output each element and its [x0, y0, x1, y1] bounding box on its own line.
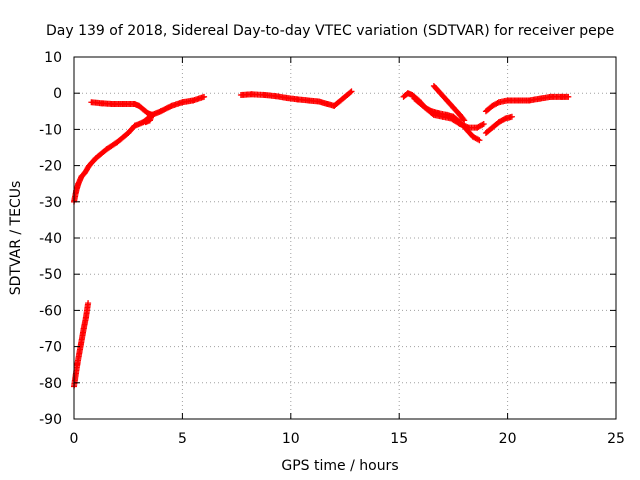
data-point [494, 99, 501, 106]
y-tick-label: -40 [39, 231, 62, 247]
data-point [565, 93, 572, 100]
y-tick-label: -60 [39, 303, 62, 319]
data-point [85, 300, 92, 307]
y-tick-label: -50 [39, 267, 62, 283]
x-tick-label: 5 [178, 431, 187, 447]
x-tick-label: 0 [70, 431, 79, 447]
y-tick-label: 0 [53, 86, 62, 102]
y-tick-label: -10 [39, 122, 62, 138]
data-point [348, 88, 355, 95]
data-point [347, 89, 354, 96]
y-tick-label: -20 [39, 159, 62, 175]
x-tick-label: 10 [282, 431, 300, 447]
data-point [508, 113, 515, 120]
data-points [71, 82, 572, 390]
y-tick-label: -80 [39, 376, 62, 392]
data-point [475, 136, 482, 143]
data-point [479, 121, 486, 128]
data-point [461, 117, 468, 124]
y-axis-label: SDTVAR / TECUs [8, 181, 24, 296]
chart-title: Day 139 of 2018, Sidereal Day-to-day VTE… [46, 23, 614, 39]
x-axis-label: GPS time / hours [281, 458, 398, 474]
x-tick-label: 25 [607, 431, 625, 447]
y-tick-label: -90 [39, 412, 62, 428]
data-point [201, 93, 208, 100]
data-point [476, 137, 483, 144]
data-point [460, 116, 467, 123]
x-tick-label: 15 [390, 431, 408, 447]
data-point [142, 119, 149, 126]
y-axis-ticks: 10 0 -10 -20 -30 -40 -50 -60 -70 -80 -90 [39, 50, 616, 428]
y-tick-label: -70 [39, 340, 62, 356]
data-point [480, 120, 487, 127]
x-tick-label: 20 [499, 431, 517, 447]
y-tick-label: 10 [44, 50, 62, 66]
x-axis-ticks: 0 5 10 15 20 25 [70, 57, 625, 447]
y-tick-label: -30 [39, 195, 62, 211]
